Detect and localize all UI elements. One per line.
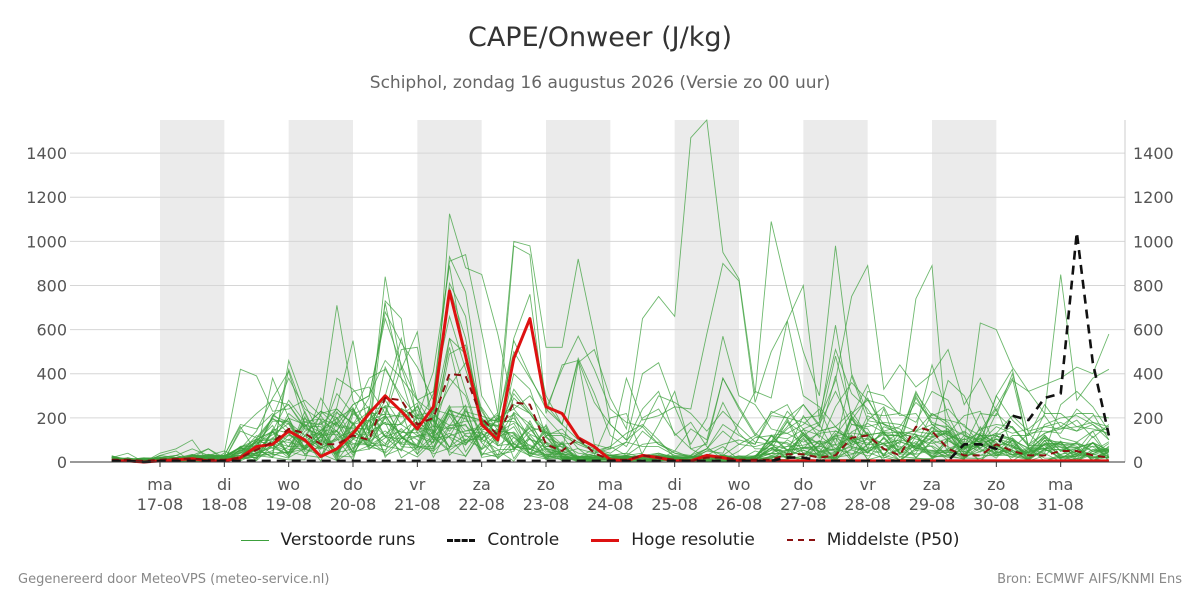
footer-source: Bron: ECMWF AIFS/KNMI Ens xyxy=(997,572,1182,587)
y-tick-left-600: 600 xyxy=(36,321,67,340)
x-tick-day-5: za xyxy=(473,475,491,494)
y-tick-right-0: 0 xyxy=(1133,453,1143,472)
ensemble-member-line-38 xyxy=(111,118,1110,463)
y-tick-left-800: 800 xyxy=(36,276,67,295)
x-tick-date-11: 28-08 xyxy=(844,495,891,514)
night-band-0 xyxy=(160,120,225,462)
ensemble-member-line-31 xyxy=(111,320,1110,463)
chart-subtitle: Schiphol, zondag 16 augustus 2026 (Versi… xyxy=(369,73,831,93)
ensemble-member-line-34 xyxy=(111,303,1110,463)
x-tick-day-14: ma xyxy=(1048,475,1073,494)
x-tick-date-10: 27-08 xyxy=(780,495,827,514)
x-tick-date-14: 31-08 xyxy=(1037,495,1084,514)
legend-swatch-control xyxy=(447,538,476,542)
legend: Verstoorde runs Controle Hoge resolutie … xyxy=(0,530,1200,550)
legend-swatch-highres xyxy=(591,538,620,542)
x-tick-date-12: 29-08 xyxy=(909,495,956,514)
x-tick-date-0: 17-08 xyxy=(137,495,184,514)
x-tick-day-0: ma xyxy=(147,475,172,494)
y-tick-left-0: 0 xyxy=(57,453,67,472)
night-band-6 xyxy=(932,120,997,462)
x-tick-day-9: wo xyxy=(728,475,751,494)
x-tick-date-13: 30-08 xyxy=(973,495,1020,514)
x-tick-day-8: di xyxy=(667,475,682,494)
legend-item-highres[interactable]: Hoge resolutie xyxy=(591,530,755,550)
axes: 0 0 200 200 400 400 600 600 800 800 1000 1000 1200 12… xyxy=(26,120,1174,514)
x-tick-day-12: za xyxy=(923,475,941,494)
x-tick-date-5: 22-08 xyxy=(458,495,505,514)
ensemble-member-line-29 xyxy=(111,245,1110,463)
x-tick-date-3: 20-08 xyxy=(330,495,377,514)
y-tick-left-1000: 1000 xyxy=(26,232,67,251)
x-tick-day-6: zo xyxy=(537,475,555,494)
legend-label-control: Controle xyxy=(487,530,560,550)
x-tick-day-7: ma xyxy=(598,475,623,494)
y-tick-right-800: 800 xyxy=(1133,276,1164,295)
ensemble-member-line-32 xyxy=(111,281,1110,463)
ensemble-members xyxy=(111,118,1110,463)
x-tick-day-13: zo xyxy=(987,475,1005,494)
x-tick-date-6: 23-08 xyxy=(523,495,570,514)
legend-swatch-ensemble xyxy=(240,539,269,541)
ensemble-member-line-36 xyxy=(111,344,1109,463)
x-tick-date-1: 18-08 xyxy=(201,495,248,514)
x-tick-day-3: do xyxy=(343,475,363,494)
footer-credit: Gegenereerd door MeteoVPS (meteo-service… xyxy=(18,572,330,587)
y-tick-right-1400: 1400 xyxy=(1133,144,1174,163)
legend-item-median[interactable]: Middelste (P50) xyxy=(786,530,960,550)
y-tick-left-1200: 1200 xyxy=(26,188,67,207)
y-tick-right-400: 400 xyxy=(1133,365,1164,384)
ensemble-member-line-37 xyxy=(111,367,1109,463)
main-series xyxy=(111,231,1111,464)
legend-label-highres: Hoge resolutie xyxy=(631,530,755,550)
legend-item-ensemble[interactable]: Verstoorde runs xyxy=(240,530,416,550)
y-tick-right-600: 600 xyxy=(1133,321,1164,340)
x-tick-day-10: do xyxy=(793,475,813,494)
x-tick-day-11: vr xyxy=(860,475,876,494)
x-tick-day-2: wo xyxy=(277,475,300,494)
legend-label-median: Middelste (P50) xyxy=(826,530,960,550)
legend-swatch-median xyxy=(786,539,815,541)
x-tick-date-7: 24-08 xyxy=(587,495,634,514)
ensemble-member-line-39 xyxy=(111,240,1110,463)
y-tick-left-400: 400 xyxy=(36,365,67,384)
x-tick-date-2: 19-08 xyxy=(265,495,312,514)
x-tick-day-4: vr xyxy=(409,475,425,494)
y-tick-right-1000: 1000 xyxy=(1133,232,1174,251)
x-tick-date-4: 21-08 xyxy=(394,495,441,514)
night-band-4 xyxy=(674,120,739,462)
chart-title: CAPE/Onweer (J/kg) xyxy=(467,22,732,53)
y-tick-left-200: 200 xyxy=(36,409,67,428)
x-tick-date-9: 26-08 xyxy=(716,495,763,514)
y-tick-left-1400: 1400 xyxy=(26,144,67,163)
night-band-3 xyxy=(546,120,611,462)
ensemble-member-line-35 xyxy=(111,287,1110,463)
y-tick-right-200: 200 xyxy=(1133,409,1164,428)
control-line xyxy=(111,231,1111,464)
x-tick-day-1: di xyxy=(217,475,232,494)
legend-item-control[interactable]: Controle xyxy=(447,530,559,550)
y-tick-right-1200: 1200 xyxy=(1133,188,1174,207)
night-band-1 xyxy=(288,120,353,462)
legend-label-ensemble: Verstoorde runs xyxy=(280,530,416,550)
x-tick-date-8: 25-08 xyxy=(651,495,698,514)
